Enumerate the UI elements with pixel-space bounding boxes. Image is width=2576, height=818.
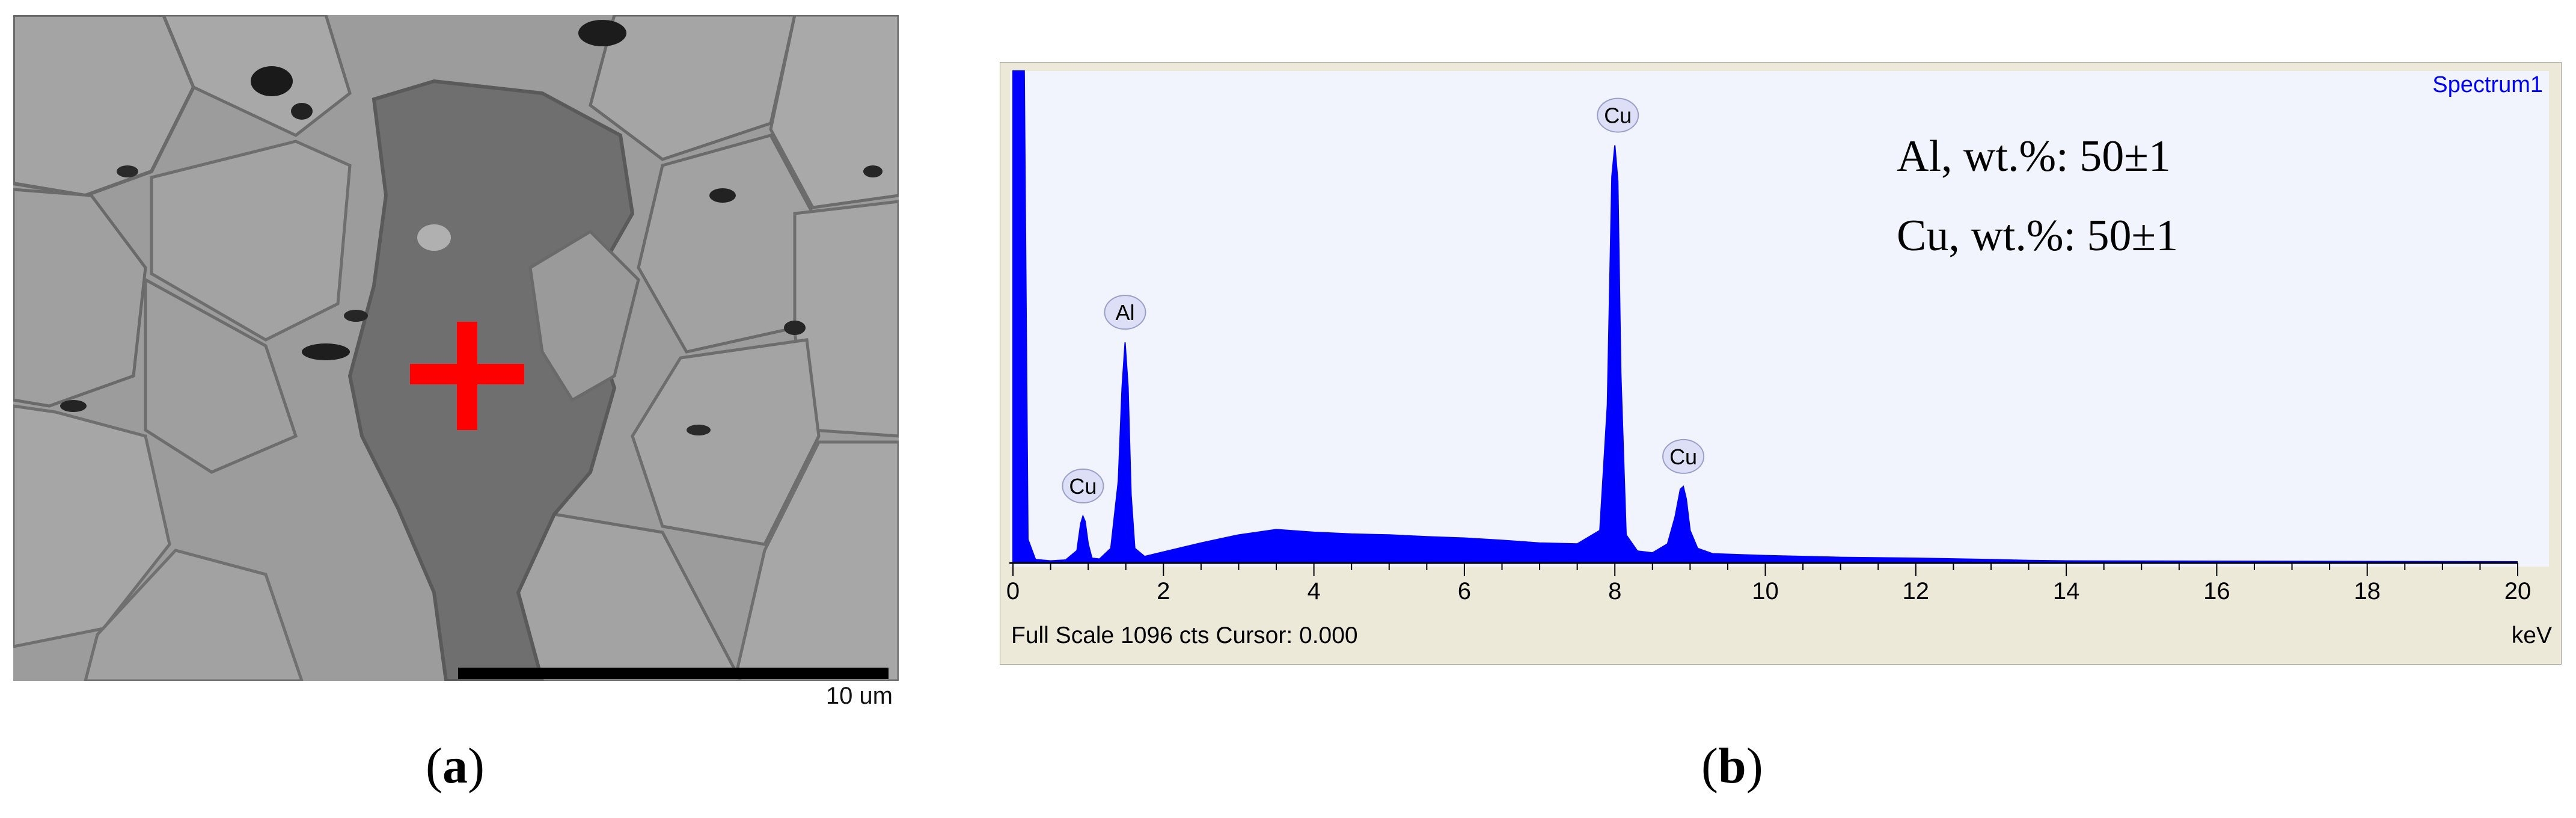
panel-a-caption: (a) [426, 738, 485, 794]
annotation-cu-wt: Cu, wt.%: 50±1 [1897, 211, 2179, 260]
x-tick-label: 14 [2053, 578, 2080, 604]
eds-spectrum-chart: 0 2 4 6 8 10 12 14 16 18 20 Cu Al Cu Cu [1006, 70, 2532, 604]
x-tick-label: 8 [1608, 578, 1621, 604]
x-tick-label: 0 [1006, 578, 1020, 604]
scale-bar-label: 10 um [825, 683, 893, 709]
sem-micrograph [13, 15, 899, 681]
peak-label-bubble [1597, 97, 1639, 133]
x-tick-label: 4 [1307, 578, 1320, 604]
x-tick-label: 16 [2203, 578, 2230, 604]
panel-b-letter: b [1718, 738, 1746, 794]
x-tick-label: 6 [1458, 578, 1471, 604]
peak-label-al: Al [1115, 300, 1134, 325]
analysis-point-marker-v [457, 322, 477, 430]
sem-micrograph-texture [13, 15, 899, 681]
x-tick-label: 10 [1752, 578, 1779, 604]
x-tick-label: 12 [1903, 578, 1930, 604]
full-scale-status: Full Scale 1096 cts Cursor: 0.000 [1011, 623, 1358, 648]
panel-b-caption: (b) [1701, 738, 1763, 794]
peak-label-cu: Cu [1069, 474, 1097, 499]
panel-a-letter: a [442, 738, 468, 794]
legend-spectrum1: Spectrum1 [2432, 72, 2543, 97]
x-axis-unit-label: keV [2511, 623, 2552, 648]
x-tick-label: 20 [2504, 578, 2532, 604]
peak-label-cu: Cu [1604, 103, 1632, 128]
peak-label-bubble [1662, 438, 1705, 474]
x-tick-label: 18 [2354, 578, 2381, 604]
x-tick-label: 2 [1157, 578, 1170, 604]
spectrum-series [1012, 70, 2518, 562]
scale-bar [458, 668, 889, 679]
peak-label-bubble [1104, 295, 1146, 330]
peak-label-bubble [1062, 469, 1104, 504]
eds-plot-area [1010, 71, 2549, 567]
peak-label-cu: Cu [1669, 444, 1697, 469]
sem-footer [13, 681, 899, 737]
annotation-al-wt: Al, wt.%: 50±1 [1897, 132, 2171, 181]
sem-panel [13, 15, 899, 737]
